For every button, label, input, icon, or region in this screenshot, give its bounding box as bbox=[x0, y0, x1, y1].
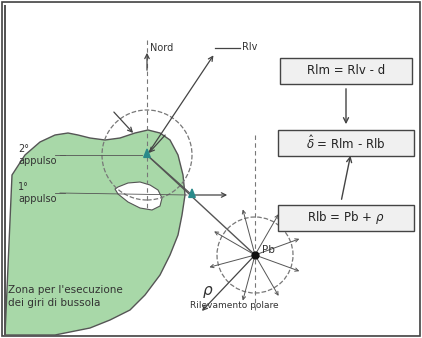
Text: $\rho$: $\rho$ bbox=[202, 284, 214, 300]
Text: 1°
appulso: 1° appulso bbox=[18, 182, 57, 204]
Text: Rlm = Rlv - d: Rlm = Rlv - d bbox=[307, 65, 385, 77]
Polygon shape bbox=[5, 5, 185, 335]
Polygon shape bbox=[115, 182, 162, 210]
Polygon shape bbox=[144, 149, 150, 158]
Bar bbox=[278, 130, 414, 156]
Text: Pb: Pb bbox=[262, 245, 275, 255]
Bar bbox=[280, 58, 412, 84]
Text: Nord: Nord bbox=[150, 43, 173, 53]
Text: Rilevamento polare: Rilevamento polare bbox=[190, 301, 279, 310]
Text: Rlb = Pb + $\rho$: Rlb = Pb + $\rho$ bbox=[307, 210, 385, 226]
Text: Rlv: Rlv bbox=[242, 42, 257, 52]
Polygon shape bbox=[189, 189, 195, 197]
Text: Zona per l'esecuzione
dei giri di bussola: Zona per l'esecuzione dei giri di bussol… bbox=[8, 285, 123, 308]
Text: $\hat{\delta}$ = Rlm - Rlb: $\hat{\delta}$ = Rlm - Rlb bbox=[306, 134, 386, 152]
Text: 2°
appulso: 2° appulso bbox=[18, 144, 57, 166]
Bar bbox=[278, 205, 414, 231]
